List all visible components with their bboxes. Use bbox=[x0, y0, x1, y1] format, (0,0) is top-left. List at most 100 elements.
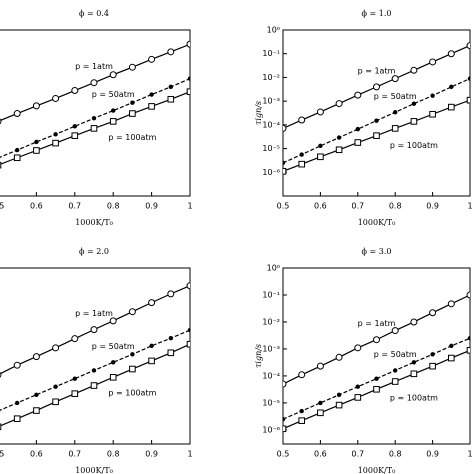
marker-dot bbox=[449, 84, 454, 90]
marker-dot bbox=[336, 135, 342, 140]
marker-square bbox=[335, 146, 343, 154]
marker-square bbox=[466, 96, 470, 104]
series-label: p = 50atm bbox=[374, 92, 417, 101]
marker-circle bbox=[354, 344, 362, 352]
marker-dot bbox=[34, 392, 39, 397]
marker-circle bbox=[466, 291, 470, 299]
marker-dot bbox=[111, 360, 116, 365]
y-tick-label: 10⁰ bbox=[267, 26, 280, 35]
marker-square bbox=[109, 118, 117, 125]
y-tick-label: 10⁻⁵ bbox=[262, 144, 280, 153]
series-label: p = 100atm bbox=[390, 141, 438, 150]
marker-dot bbox=[72, 124, 78, 129]
marker-circle bbox=[128, 63, 136, 71]
marker-square bbox=[186, 88, 190, 96]
marker-square bbox=[283, 425, 287, 433]
marker-dot bbox=[393, 110, 398, 115]
series-label: p = 100atm bbox=[390, 393, 438, 402]
series-line bbox=[283, 337, 470, 420]
marker-square bbox=[466, 347, 470, 354]
marker-circle bbox=[71, 87, 79, 95]
marker-square bbox=[429, 362, 436, 370]
marker-square bbox=[71, 132, 79, 139]
marker-square bbox=[167, 95, 175, 103]
marker-dot bbox=[15, 400, 20, 406]
marker-square bbox=[317, 153, 324, 161]
marker-square bbox=[90, 382, 98, 389]
marker-square bbox=[148, 103, 155, 110]
x-axis-label: 1000K/T₀ bbox=[75, 218, 113, 227]
marker-circle bbox=[447, 300, 455, 308]
plot-frame bbox=[0, 267, 191, 445]
y-tick-label: 10⁻⁵ bbox=[262, 398, 280, 407]
x-tick-label: 0.7 bbox=[351, 202, 364, 211]
data-area bbox=[283, 291, 470, 433]
marker-dot bbox=[299, 408, 304, 414]
x-tick-label: 0.7 bbox=[68, 450, 81, 459]
marker-dot bbox=[53, 384, 58, 389]
marker-circle bbox=[109, 71, 117, 79]
data-area bbox=[0, 40, 190, 169]
y-tick-label: 10⁰ bbox=[267, 264, 280, 273]
series-label: p = 1atm bbox=[75, 309, 113, 318]
marker-circle bbox=[447, 50, 455, 58]
marker-square bbox=[317, 409, 324, 417]
panel: ϕ = 2.0 1000K/T₀ 0.5 0.6 0.7 0.8 0.9 1 p = 1atm p… bbox=[0, 247, 193, 474]
x-tick-label: 1 bbox=[467, 450, 472, 459]
marker-circle bbox=[391, 75, 399, 83]
marker-circle bbox=[335, 100, 343, 108]
marker-square bbox=[335, 401, 343, 409]
marker-dot bbox=[15, 147, 20, 153]
marker-circle bbox=[298, 116, 306, 124]
marker-circle bbox=[52, 94, 60, 102]
marker-square bbox=[0, 161, 2, 169]
marker-square bbox=[33, 407, 40, 414]
x-tick-label: 0.8 bbox=[389, 202, 402, 211]
marker-dot bbox=[467, 76, 470, 81]
x-tick-label: 0.9 bbox=[426, 450, 439, 459]
marker-circle bbox=[373, 83, 380, 91]
x-tick-label: 0.6 bbox=[30, 202, 43, 211]
x-axis-label: 1000K/T₀ bbox=[358, 218, 396, 227]
marker-square bbox=[410, 370, 418, 378]
x-tick-label: 0.6 bbox=[314, 450, 327, 459]
marker-square bbox=[52, 139, 59, 147]
series-label: p = 50atm bbox=[92, 90, 135, 99]
marker-square bbox=[410, 118, 418, 125]
marker-square bbox=[391, 125, 399, 132]
marker-circle bbox=[429, 309, 437, 317]
plot-frame bbox=[282, 29, 471, 197]
marker-square bbox=[33, 147, 40, 154]
y-tick-label: 10⁻⁶ bbox=[262, 425, 280, 434]
marker-dot bbox=[283, 160, 286, 166]
data-area bbox=[0, 282, 190, 431]
marker-dot bbox=[187, 327, 190, 333]
marker-circle bbox=[186, 282, 190, 290]
marker-circle bbox=[0, 371, 2, 378]
x-tick-label: 0.6 bbox=[30, 450, 43, 459]
marker-square bbox=[391, 378, 399, 385]
marker-square bbox=[148, 357, 155, 365]
x-tick-label: 0.9 bbox=[426, 202, 439, 211]
marker-square bbox=[373, 132, 380, 139]
marker-circle bbox=[335, 353, 343, 361]
y-tick-label: 10⁻⁶ bbox=[262, 168, 280, 177]
marker-circle bbox=[32, 102, 40, 110]
marker-circle bbox=[148, 299, 156, 307]
y-tick-label: 10⁻¹ bbox=[262, 49, 280, 58]
x-tick-label: 1 bbox=[187, 450, 192, 459]
marker-square bbox=[167, 349, 175, 357]
y-tick-label: 10⁻⁴ bbox=[262, 120, 280, 129]
marker-dot bbox=[336, 392, 342, 397]
marker-dot bbox=[411, 360, 417, 365]
marker-square bbox=[429, 110, 436, 118]
marker-circle bbox=[52, 344, 60, 352]
y-tick-label: 10⁻³ bbox=[262, 344, 280, 353]
marker-circle bbox=[109, 317, 117, 325]
y-tick-label: 10⁻¹ bbox=[262, 290, 280, 299]
x-tick-label: 0.7 bbox=[68, 202, 81, 211]
marker-circle bbox=[0, 118, 2, 125]
y-axis-label: τign/s bbox=[254, 344, 263, 368]
marker-circle bbox=[410, 318, 418, 326]
marker-dot bbox=[374, 376, 379, 381]
